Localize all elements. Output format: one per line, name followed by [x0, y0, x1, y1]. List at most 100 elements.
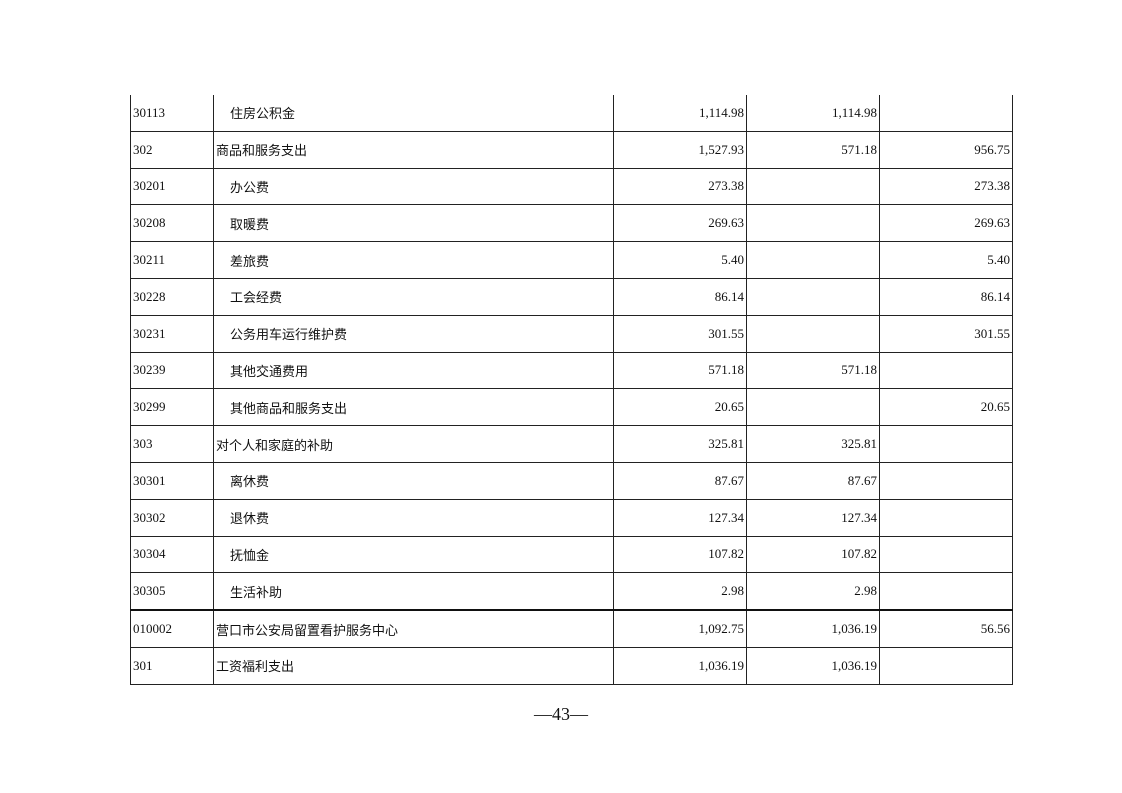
total-cell: 571.18	[613, 351, 747, 390]
total-cell-text: 86.14	[714, 288, 744, 304]
code-cell-text: 30208	[133, 215, 166, 231]
name-cell-text: 生活补助	[230, 584, 283, 600]
code-cell: 30302	[130, 498, 214, 537]
project-cell-text: 20.65	[980, 399, 1010, 415]
basic-cell	[746, 167, 880, 206]
total-cell: 1,036.19	[613, 646, 747, 685]
name-cell: 商品和服务支出	[213, 130, 614, 169]
name-cell-text: 其他交通费用	[230, 363, 309, 379]
basic-cell: 87.67	[746, 461, 880, 500]
name-cell-text: 退休费	[230, 511, 270, 527]
code-cell-text: 30211	[133, 252, 166, 268]
basic-cell-text: 571.18	[841, 141, 877, 157]
total-cell-text: 107.82	[708, 546, 744, 562]
total-cell-text: 20.65	[714, 399, 744, 415]
project-cell	[879, 498, 1013, 537]
project-cell	[879, 425, 1013, 463]
basic-cell-text: 107.82	[841, 546, 877, 562]
project-cell-text: 86.14	[980, 288, 1010, 304]
total-cell: 5.40	[613, 241, 747, 279]
name-cell: 住房公积金	[213, 95, 614, 132]
basic-cell: 1,114.98	[746, 95, 880, 132]
code-cell: 010002	[130, 609, 214, 648]
basic-cell-text: 2.98	[854, 583, 877, 599]
basic-cell: 1,036.19	[746, 646, 880, 685]
code-cell-text: 30231	[133, 325, 166, 341]
code-cell: 302	[130, 130, 214, 169]
project-cell	[879, 351, 1013, 390]
code-cell-text: 30239	[133, 362, 166, 378]
table-row: 30208 取暖费 269.63 269.63	[130, 204, 1013, 243]
code-cell: 30208	[130, 204, 214, 243]
project-cell: 273.38	[879, 167, 1013, 206]
name-cell: 退休费	[213, 498, 614, 537]
name-cell: 工会经费	[213, 277, 614, 316]
total-cell-text: 571.18	[708, 362, 744, 378]
total-cell-text: 2.98	[721, 583, 744, 599]
basic-cell	[746, 241, 880, 279]
basic-cell: 107.82	[746, 535, 880, 574]
project-cell: 269.63	[879, 204, 1013, 243]
total-cell-text: 1,036.19	[698, 657, 745, 673]
project-cell	[879, 572, 1013, 611]
basic-cell: 1,036.19	[746, 609, 880, 648]
name-cell: 差旅费	[213, 241, 614, 279]
project-cell-text: 5.40	[987, 252, 1010, 268]
code-cell-text: 30301	[133, 472, 166, 488]
table-row: 30305 生活补助 2.98 2.98	[130, 572, 1013, 611]
basic-cell	[746, 277, 880, 316]
total-cell-text: 273.38	[708, 178, 744, 194]
total-cell: 269.63	[613, 204, 747, 243]
table-row: 30231 公务用车运行维护费 301.55 301.55	[130, 314, 1013, 353]
name-cell-text: 商品和服务支出	[216, 143, 308, 159]
table-row: 30239 其他交通费用 571.18 571.18	[130, 351, 1013, 390]
basic-cell: 325.81	[746, 425, 880, 463]
code-cell: 30301	[130, 461, 214, 500]
project-cell: 20.65	[879, 388, 1013, 427]
table-row: 30201 办公费 273.38 273.38	[130, 167, 1013, 206]
table-row: 303 对个人和家庭的补助 325.81 325.81	[130, 425, 1013, 463]
basic-cell: 571.18	[746, 130, 880, 169]
basic-cell	[746, 314, 880, 353]
code-cell: 30239	[130, 351, 214, 390]
table-row: 30113 住房公积金 1,114.98 1,114.98	[130, 95, 1013, 132]
basic-cell-text: 87.67	[847, 472, 877, 488]
basic-cell-text: 1,036.19	[831, 657, 878, 673]
basic-cell-text: 127.34	[841, 509, 877, 525]
budget-table: 30113 住房公积金 1,114.98 1,114.98 302 商品和服务支出 1,52…	[130, 95, 1013, 685]
project-cell-text: 273.38	[974, 178, 1010, 194]
total-cell-text: 87.67	[714, 472, 744, 488]
name-cell: 抚恤金	[213, 535, 614, 574]
name-cell-text: 对个人和家庭的补助	[216, 437, 334, 453]
project-cell: 5.40	[879, 241, 1013, 279]
table-row: 30299 其他商品和服务支出 20.65 20.65	[130, 388, 1013, 427]
table-row: 30211 差旅费 5.40 5.40	[130, 241, 1013, 279]
table-row: 30228 工会经费 86.14 86.14	[130, 277, 1013, 316]
page-number: —43—	[534, 704, 588, 724]
name-cell: 其他商品和服务支出	[213, 388, 614, 427]
code-cell-text: 302	[133, 141, 153, 157]
name-cell-text: 公务用车运行维护费	[230, 327, 348, 343]
code-cell-text: 30304	[133, 546, 166, 562]
code-cell-text: 30302	[133, 509, 166, 525]
code-cell-text: 30201	[133, 178, 166, 194]
code-cell-text: 30113	[133, 104, 166, 120]
name-cell: 公务用车运行维护费	[213, 314, 614, 353]
project-cell-text: 956.75	[974, 141, 1010, 157]
basic-cell: 571.18	[746, 351, 880, 390]
total-cell-text: 1,527.93	[698, 141, 745, 157]
table-row: 30302 退休费 127.34 127.34	[130, 498, 1013, 537]
code-cell-text: 303	[133, 436, 153, 452]
project-cell-text: 301.55	[974, 325, 1010, 341]
name-cell-text: 其他商品和服务支出	[230, 400, 348, 416]
total-cell: 301.55	[613, 314, 747, 353]
name-cell-text: 工会经费	[230, 290, 283, 306]
total-cell: 2.98	[613, 572, 747, 611]
code-cell: 30304	[130, 535, 214, 574]
project-cell-text: 56.56	[980, 621, 1010, 637]
table-row: 30304 抚恤金 107.82 107.82	[130, 535, 1013, 574]
basic-cell-text: 325.81	[841, 436, 877, 452]
basic-cell-text: 571.18	[841, 362, 877, 378]
code-cell: 301	[130, 646, 214, 685]
code-cell: 30211	[130, 241, 214, 279]
